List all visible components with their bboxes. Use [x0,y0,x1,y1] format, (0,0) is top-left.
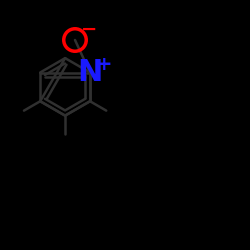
Text: N: N [77,58,103,87]
Text: +: + [96,56,113,74]
Text: −: − [80,20,97,39]
